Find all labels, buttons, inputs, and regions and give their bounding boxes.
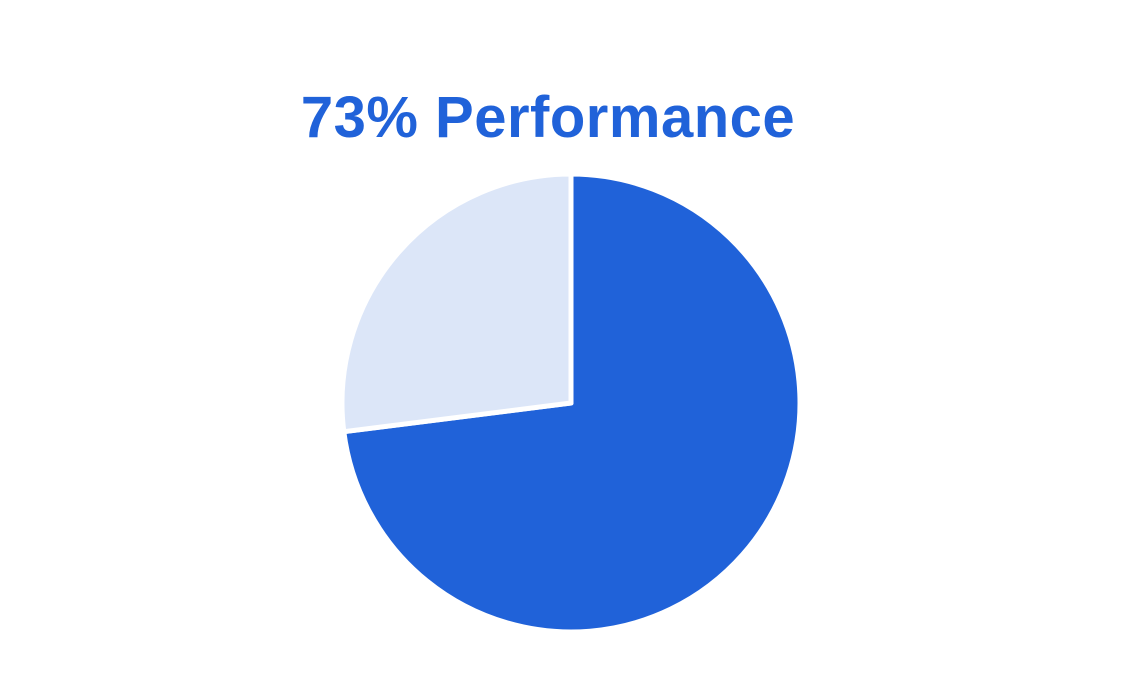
- chart-title: 73% Performance: [300, 85, 796, 150]
- pie-slices: [339, 171, 803, 635]
- pie-slice-2: [339, 171, 574, 435]
